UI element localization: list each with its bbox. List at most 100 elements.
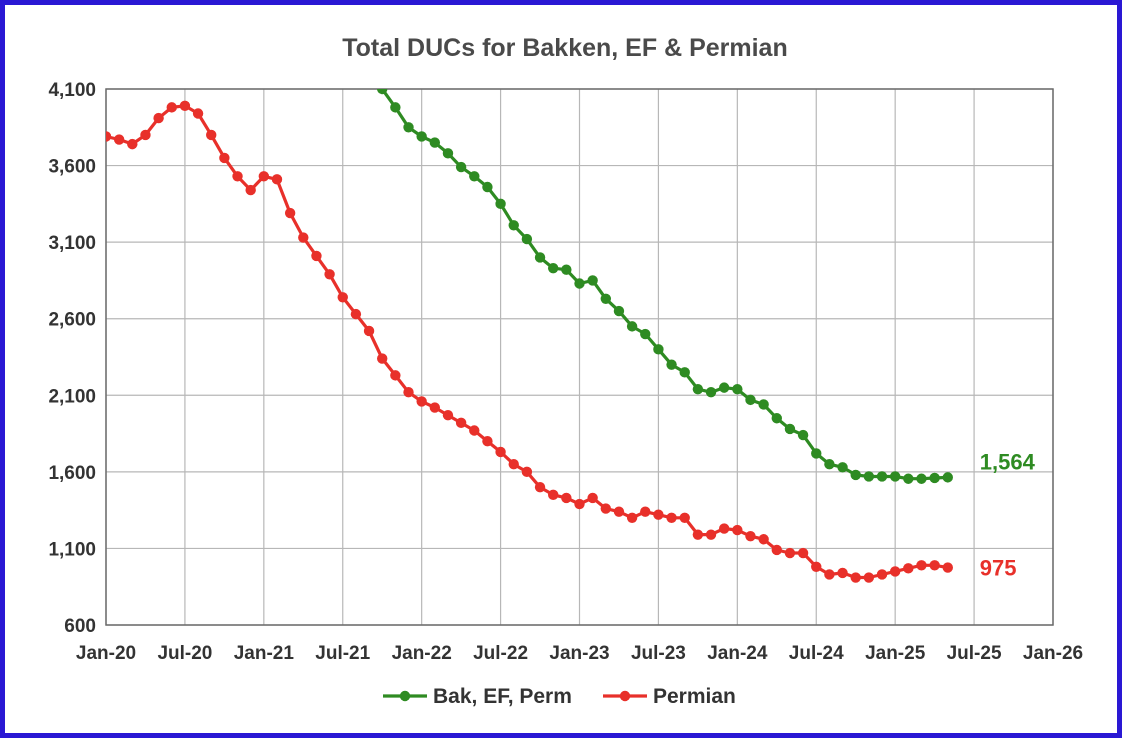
data-point (811, 561, 822, 573)
data-point (377, 353, 388, 364)
data-point (363, 325, 375, 337)
x-axis-ticks: Jan-20 Jul-20 Jan-21 Jul-21 Jan-22 Jul-22 Jan-… (76, 643, 1083, 664)
data-point (850, 469, 861, 481)
data-point (482, 181, 493, 193)
data-point (732, 383, 743, 395)
data-point (495, 446, 506, 458)
y-tick-label: 1,600 (48, 463, 96, 484)
data-point (863, 471, 875, 482)
data-point (692, 383, 704, 395)
data-point (534, 481, 546, 493)
data-point (797, 547, 809, 559)
data-point (942, 562, 953, 573)
y-axis-ticks: 4,100 3,600 3,100 2,600 2,100 1,600 1,100 600 (48, 80, 96, 637)
data-point (390, 370, 401, 381)
data-point (140, 129, 151, 141)
data-point (784, 423, 796, 435)
data-point (166, 102, 177, 113)
data-point (600, 293, 612, 305)
data-point (508, 459, 519, 470)
data-point (929, 472, 940, 484)
data-point (561, 492, 572, 504)
legend: Bak, EF, Perm Permian (383, 685, 736, 708)
data-point (547, 262, 559, 274)
legend-item-bak-ef-perm: Bak, EF, Perm (383, 685, 572, 708)
data-point (377, 89, 388, 95)
data-point (679, 512, 690, 523)
data-point (521, 466, 533, 478)
data-point (666, 512, 677, 523)
data-point (718, 523, 730, 534)
data-point (837, 567, 848, 579)
data-point (889, 566, 901, 577)
series-line-permian (106, 104, 949, 580)
data-point (942, 472, 953, 483)
x-tick-label: Jul-21 (315, 643, 370, 664)
y-tick-label: 2,100 (48, 386, 96, 407)
data-point (324, 269, 335, 280)
data-point (298, 232, 309, 243)
data-point (429, 402, 441, 413)
legend-swatch-marker (619, 690, 631, 702)
data-point (106, 131, 112, 142)
data-point (206, 129, 217, 141)
data-point (442, 409, 454, 421)
data-point (876, 569, 888, 580)
data-point (534, 252, 546, 263)
data-point (416, 131, 427, 142)
x-tick-label: Jan-23 (549, 643, 609, 664)
data-point (903, 563, 914, 574)
data-point (469, 171, 480, 182)
data-point (127, 138, 138, 150)
series-layer (106, 89, 953, 583)
data-point (784, 547, 796, 559)
data-point (824, 569, 835, 580)
data-point (219, 152, 230, 164)
data-point (732, 524, 743, 536)
data-point (837, 462, 848, 473)
data-point (653, 509, 664, 520)
data-point (521, 233, 533, 245)
data-point (495, 198, 506, 210)
data-point (850, 572, 861, 583)
data-point (403, 122, 414, 133)
data-point (666, 359, 677, 370)
x-tick-label: Jul-22 (473, 643, 528, 664)
data-point (613, 305, 625, 317)
y-tick-label: 600 (64, 616, 96, 637)
data-point (863, 572, 875, 583)
x-tick-label: Jan-25 (865, 643, 926, 664)
legend-item-permian: Permian (603, 685, 736, 708)
x-tick-label: Jan-20 (76, 643, 136, 664)
y-tick-label: 3,100 (48, 233, 96, 254)
end-value-label: 1,564 (980, 449, 1036, 474)
data-point (547, 489, 559, 501)
data-point (758, 534, 769, 545)
data-point (416, 396, 427, 407)
data-point (508, 220, 519, 231)
y-tick-label: 4,100 (48, 80, 96, 101)
data-point (245, 184, 256, 196)
data-point (271, 174, 283, 185)
data-point (390, 102, 401, 113)
data-point (442, 148, 454, 159)
data-point (824, 459, 835, 470)
chart-title: Total DUCs for Bakken, EF & Permian (342, 34, 787, 62)
data-point (403, 387, 414, 398)
data-point (626, 512, 638, 523)
data-point (903, 473, 914, 484)
data-point (587, 492, 598, 504)
data-point (455, 417, 467, 429)
data-point (482, 436, 493, 447)
data-point (455, 161, 467, 173)
data-point (613, 506, 625, 517)
data-point (311, 250, 322, 262)
data-point (679, 367, 690, 378)
data-point (692, 529, 704, 540)
data-point (889, 471, 901, 482)
x-tick-label: Jul-24 (789, 643, 844, 664)
data-point (179, 100, 191, 112)
data-point (705, 529, 717, 540)
legend-label: Bak, EF, Perm (433, 685, 572, 708)
